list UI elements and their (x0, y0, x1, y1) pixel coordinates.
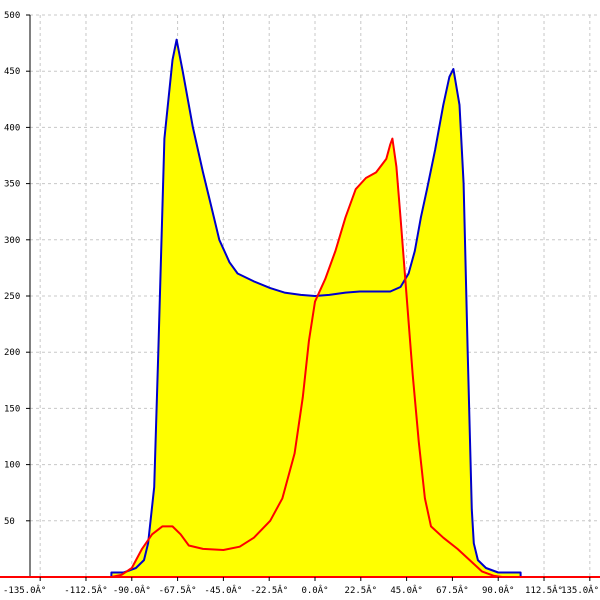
x-tick-label: -112.5Â° (64, 584, 107, 596)
y-tick-label: 350 (4, 180, 20, 190)
series-1-line (110, 38, 522, 577)
y-tick-label: 150 (4, 404, 20, 414)
x-tick-label: -67.5Â° (159, 584, 197, 596)
axes (0, 14, 600, 581)
y-tick-label: 450 (4, 67, 20, 77)
series-lines (110, 38, 522, 578)
x-tick-label: -135.0Â° (3, 584, 46, 596)
x-tick-label: 135.0Â° (561, 584, 599, 596)
y-tick-label: 400 (4, 123, 20, 133)
x-tick-label: -90.0Â° (113, 584, 151, 596)
y-tick-label: 250 (4, 292, 20, 302)
y-tick-label: 100 (4, 461, 20, 471)
y-tick-label: 200 (4, 348, 20, 358)
x-tick-label: 22.5Â° (345, 584, 378, 596)
x-tick-label: 90.0Â° (482, 584, 515, 596)
x-tick-label: -22.5Â° (250, 584, 288, 596)
tick-labels: 50 100 150 200 250 300 350 400 450 500 -135.0Â° -11… (3, 11, 599, 596)
y-tick-label: 50 (4, 517, 15, 527)
y-tick-label: 500 (4, 11, 20, 21)
series-2-line (111, 137, 503, 578)
x-tick-label: -45.0Â° (204, 584, 242, 596)
x-tick-label: 0.0Â° (301, 584, 328, 596)
x-tick-label: 45.0Â° (390, 584, 423, 596)
y-tick-label: 300 (4, 236, 20, 246)
x-tick-label: 67.5Â° (436, 584, 469, 596)
x-tick-label: 112.5Â° (525, 584, 563, 596)
series-2-area (111, 138, 503, 577)
